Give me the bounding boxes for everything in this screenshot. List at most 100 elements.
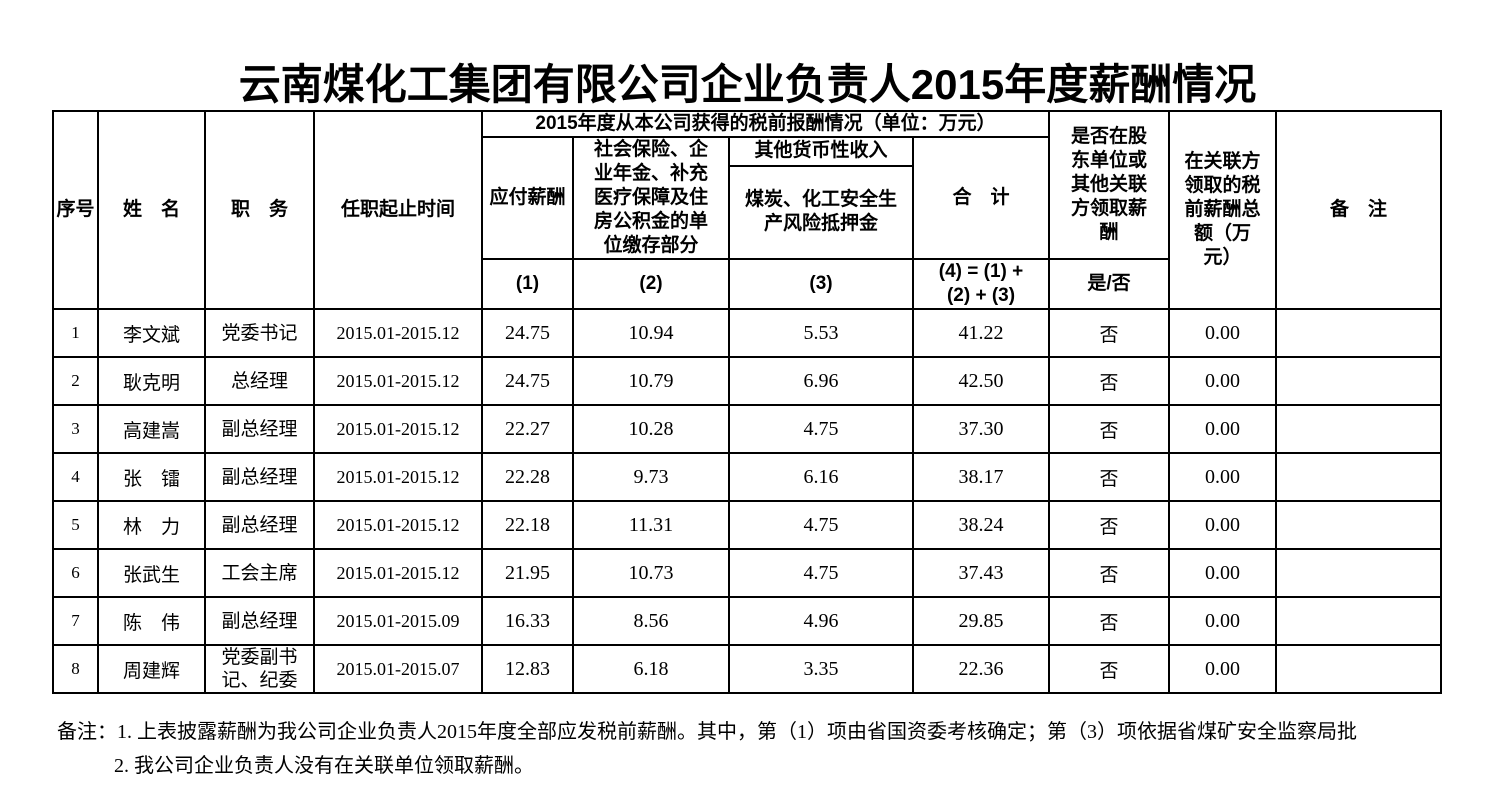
cell-social: 8.56	[572, 596, 730, 646]
cell-social: 9.73	[572, 452, 730, 502]
footnote-1-text: 1. 上表披露薪酬为我公司企业负责人2015年度全部应发税前薪酬。其中，第（1）…	[117, 721, 1357, 743]
table-header: 序号 姓 名 职 务 任职起止时间 2015年度从本公司获得的税前报酬情况（单位…	[52, 110, 1443, 310]
cell-related: 0.00	[1168, 596, 1278, 646]
cell-total: 22.36	[911, 644, 1051, 694]
cell-seq: 7	[52, 596, 99, 646]
cell-payable: 22.18	[481, 500, 574, 550]
cell-related: 0.00	[1168, 404, 1278, 454]
cell-total: 29.85	[911, 596, 1051, 646]
cell-term: 2015.01-2015.12	[313, 500, 483, 550]
cell-seq: 3	[52, 404, 99, 454]
col-header-term: 任职起止时间	[313, 110, 483, 310]
cell-social: 6.18	[572, 644, 730, 694]
cell-name: 周建辉	[97, 644, 206, 694]
cell-name: 林 力	[97, 500, 206, 550]
cell-yn: 否	[1048, 452, 1171, 502]
cell-term: 2015.01-2015.07	[313, 644, 483, 694]
col-header-related-total: 在关联方领取的税前薪酬总额（万元）	[1168, 110, 1278, 310]
col-header-risk-deposit: 煤炭、化工安全生产风险抵押金	[728, 164, 914, 261]
cell-seq: 2	[52, 356, 99, 406]
cell-social: 10.94	[572, 308, 730, 358]
cell-position: 总经理	[204, 356, 315, 406]
cell-seq: 8	[52, 644, 99, 694]
cell-position: 党委副书记、纪委	[204, 644, 315, 694]
footnote-line-2: 2. 我公司企业负责人没有在关联单位领取薪酬。	[57, 749, 1495, 783]
table-row: 8 周建辉 党委副书记、纪委 2015.01-2015.07 12.83 6.18 3.35…	[52, 644, 1443, 694]
cell-term: 2015.01-2015.12	[313, 452, 483, 502]
table-row: 6 张武生 工会主席 2015.01-2015.12 21.95 10.73 4.75 37.…	[52, 548, 1443, 598]
footnote-2-text: 2. 我公司企业负责人没有在关联单位领取薪酬。	[114, 755, 534, 777]
cell-total: 37.43	[911, 548, 1051, 598]
cell-remark	[1275, 644, 1443, 694]
cell-remark	[1275, 356, 1443, 406]
cell-position: 副总经理	[204, 452, 315, 502]
col-header-remark: 备 注	[1275, 110, 1443, 310]
col-header-other-income: 其他货币性收入	[728, 136, 914, 167]
cell-yn: 否	[1048, 404, 1171, 454]
cell-other: 4.75	[728, 548, 914, 598]
cell-name: 张 镭	[97, 452, 206, 502]
col-header-1: (1)	[481, 258, 574, 310]
cell-seq: 5	[52, 500, 99, 550]
cell-name: 张武生	[97, 548, 206, 598]
cell-payable: 22.28	[481, 452, 574, 502]
cell-related: 0.00	[1168, 356, 1278, 406]
cell-social: 11.31	[572, 500, 730, 550]
cell-remark	[1275, 308, 1443, 358]
cell-other: 4.75	[728, 500, 914, 550]
cell-remark	[1275, 548, 1443, 598]
cell-position: 党委书记	[204, 308, 315, 358]
cell-social: 10.73	[572, 548, 730, 598]
cell-name: 陈 伟	[97, 596, 206, 646]
cell-payable: 21.95	[481, 548, 574, 598]
footnote-line-1: 备注：1. 上表披露薪酬为我公司企业负责人2015年度全部应发税前薪酬。其中，第…	[57, 715, 1495, 749]
cell-total: 42.50	[911, 356, 1051, 406]
cell-payable: 16.33	[481, 596, 574, 646]
cell-social: 10.28	[572, 404, 730, 454]
footnotes: 备注：1. 上表披露薪酬为我公司企业负责人2015年度全部应发税前薪酬。其中，第…	[57, 715, 1495, 783]
cell-yn: 否	[1048, 500, 1171, 550]
cell-payable: 24.75	[481, 356, 574, 406]
cell-name: 耿克明	[97, 356, 206, 406]
col-header-shareholder: 是否在股东单位或其他关联方领取薪酬	[1048, 110, 1171, 260]
cell-name: 李文斌	[97, 308, 206, 358]
cell-payable: 12.83	[481, 644, 574, 694]
cell-position: 副总经理	[204, 596, 315, 646]
cell-remark	[1275, 452, 1443, 502]
cell-other: 4.96	[728, 596, 914, 646]
cell-remark	[1275, 596, 1443, 646]
cell-total: 41.22	[911, 308, 1051, 358]
cell-seq: 1	[52, 308, 99, 358]
cell-yn: 否	[1048, 644, 1171, 694]
cell-term: 2015.01-2015.12	[313, 548, 483, 598]
col-header-position: 职 务	[204, 110, 315, 310]
cell-position: 工会主席	[204, 548, 315, 598]
cell-related: 0.00	[1168, 308, 1278, 358]
cell-remark	[1275, 404, 1443, 454]
cell-remark	[1275, 500, 1443, 550]
table-row: 3 高建嵩 副总经理 2015.01-2015.12 22.27 10.28 4.75 37.…	[52, 404, 1443, 454]
header-row-2: 应付薪酬 社会保险、企业年金、补充医疗保障及住房公积金的单位缴存部分 其他货币性…	[53, 136, 1441, 260]
cell-other: 5.53	[728, 308, 914, 358]
header-row-1: 序号 姓 名 职 务 任职起止时间 2015年度从本公司获得的税前报酬情况（单位…	[52, 110, 1443, 310]
cell-position: 副总经理	[204, 500, 315, 550]
header-row-3: 煤炭、化工安全生产风险抵押金	[53, 164, 1441, 261]
col-header-social-insurance: 社会保险、企业年金、补充医疗保障及住房公积金的单位缴存部分	[572, 136, 730, 260]
col-header-3: (3)	[728, 258, 914, 310]
cell-position: 副总经理	[204, 404, 315, 454]
cell-seq: 4	[52, 452, 99, 502]
cell-yn: 否	[1048, 596, 1171, 646]
cell-total: 37.30	[911, 404, 1051, 454]
cell-yn: 否	[1048, 548, 1171, 598]
header-row-4: (1) (2) (3) (4) = (1) + (2) + (3) 是/否	[53, 258, 1441, 310]
cell-term: 2015.01-2015.12	[313, 356, 483, 406]
col-header-total: 合 计	[911, 136, 1051, 260]
col-header-name: 姓 名	[97, 110, 206, 310]
cell-other: 6.16	[728, 452, 914, 502]
col-header-2: (2)	[572, 258, 730, 310]
table-row: 2 耿克明 总经理 2015.01-2015.12 24.75 10.79 6.96 42.5…	[52, 356, 1443, 406]
cell-seq: 6	[52, 548, 99, 598]
